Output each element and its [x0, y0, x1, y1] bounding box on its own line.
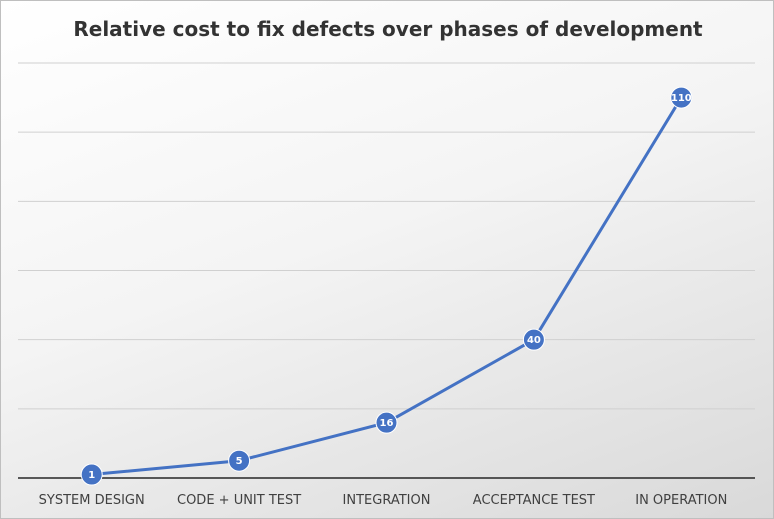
x-tick-label: INTEGRATION	[343, 493, 431, 508]
data-point-marker	[228, 449, 251, 472]
data-label: 16	[380, 418, 394, 429]
x-tick-label: SYSTEM DESIGN	[39, 493, 145, 508]
data-label: 1	[88, 470, 95, 481]
x-tick-label: IN OPERATION	[635, 493, 727, 508]
data-point-marker	[80, 463, 103, 486]
chart-title: Relative cost to fix defects over phases…	[73, 17, 703, 41]
x-tick-label: CODE + UNIT TEST	[177, 493, 301, 508]
data-label: 5	[236, 456, 243, 467]
data-label: 110	[671, 93, 692, 104]
data-point-marker	[670, 86, 693, 109]
x-tick-label: ACCEPTANCE TEST	[473, 493, 595, 508]
data-point-marker	[375, 411, 398, 434]
data-label: 40	[527, 335, 541, 346]
data-point-marker	[522, 328, 545, 351]
